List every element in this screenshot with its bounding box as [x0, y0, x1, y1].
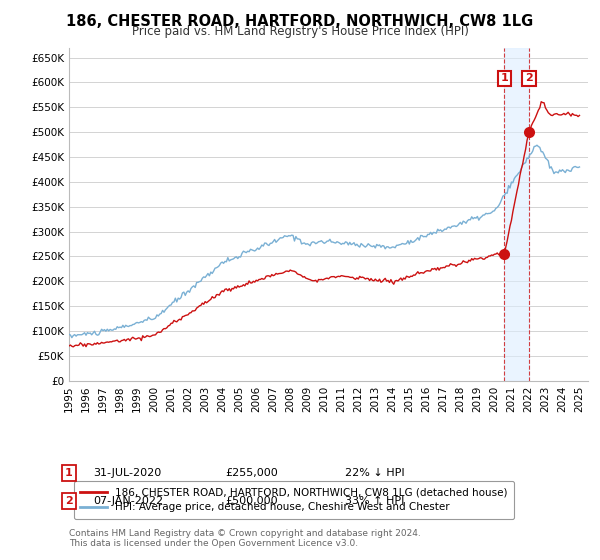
Text: Price paid vs. HM Land Registry's House Price Index (HPI): Price paid vs. HM Land Registry's House … — [131, 25, 469, 38]
Text: 07-JAN-2022: 07-JAN-2022 — [93, 496, 163, 506]
Text: 2: 2 — [525, 73, 533, 83]
Text: 1: 1 — [500, 73, 508, 83]
Text: 22% ↓ HPI: 22% ↓ HPI — [345, 468, 404, 478]
Text: 2: 2 — [65, 496, 73, 506]
Text: £255,000: £255,000 — [225, 468, 278, 478]
Text: 186, CHESTER ROAD, HARTFORD, NORTHWICH, CW8 1LG: 186, CHESTER ROAD, HARTFORD, NORTHWICH, … — [67, 14, 533, 29]
Text: 31-JUL-2020: 31-JUL-2020 — [93, 468, 161, 478]
Text: 33% ↑ HPI: 33% ↑ HPI — [345, 496, 404, 506]
Text: This data is licensed under the Open Government Licence v3.0.: This data is licensed under the Open Gov… — [69, 539, 358, 548]
Text: £500,000: £500,000 — [225, 496, 278, 506]
Legend: 186, CHESTER ROAD, HARTFORD, NORTHWICH, CW8 1LG (detached house), HPI: Average p: 186, CHESTER ROAD, HARTFORD, NORTHWICH, … — [74, 481, 514, 519]
Text: Contains HM Land Registry data © Crown copyright and database right 2024.: Contains HM Land Registry data © Crown c… — [69, 529, 421, 538]
Text: 1: 1 — [65, 468, 73, 478]
Bar — [504, 48, 529, 381]
